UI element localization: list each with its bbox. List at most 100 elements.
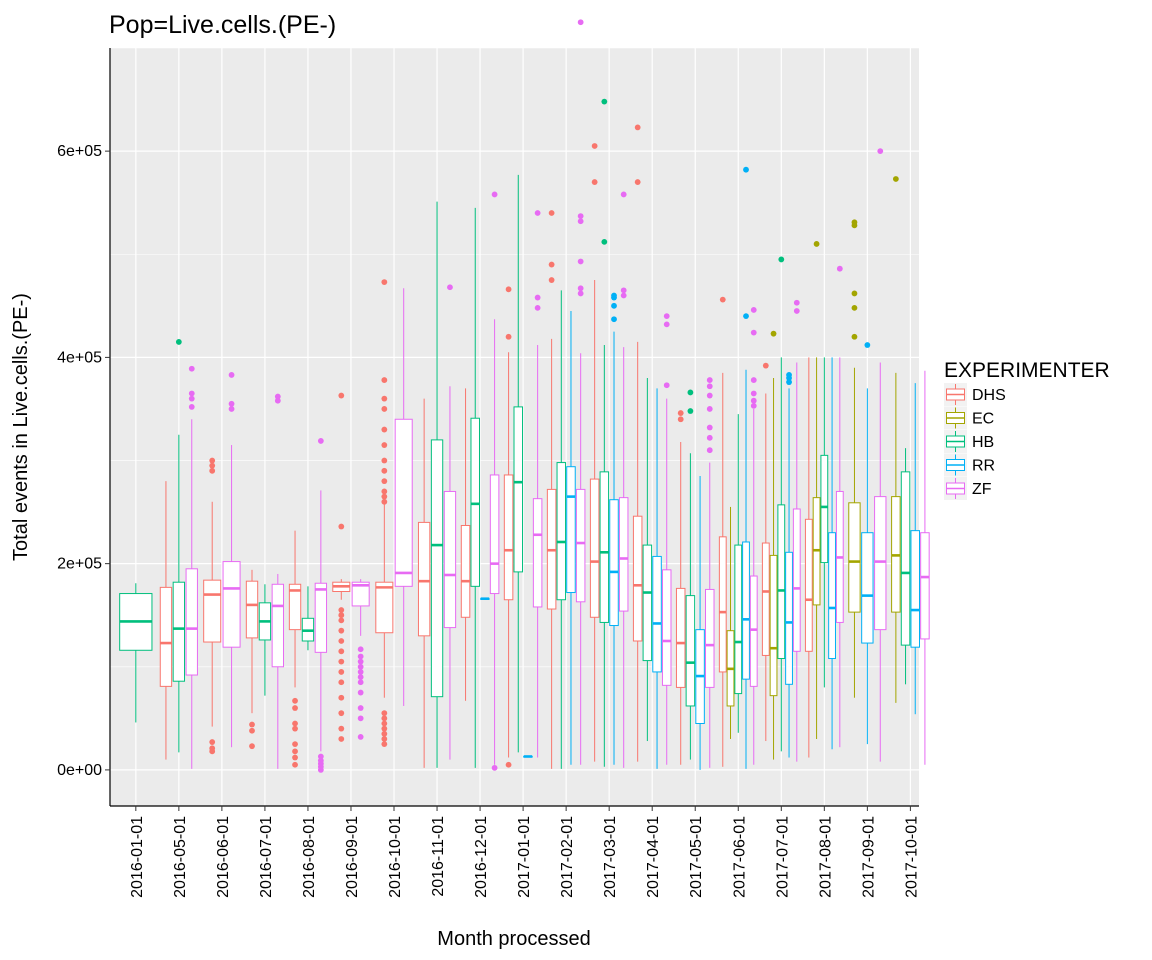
x-tick-label: 2017-07-01 — [774, 816, 791, 898]
box-body — [661, 569, 672, 686]
outlier-point — [634, 124, 641, 131]
outlier-point — [338, 710, 345, 717]
outlier-point — [357, 679, 364, 686]
outlier-point — [534, 210, 541, 216]
outlier-point — [292, 725, 298, 732]
outlier-point — [338, 679, 345, 686]
box-body — [460, 524, 471, 618]
legend-item-rr: RR — [944, 453, 995, 477]
outlier-point — [381, 442, 388, 448]
box-2016-01-01-HB — [119, 583, 153, 723]
box-body — [575, 488, 586, 603]
box-body — [375, 581, 394, 634]
box-2016-10-01-DHS — [375, 279, 394, 748]
box-body — [704, 588, 715, 688]
outlier-point — [591, 179, 598, 185]
x-tick-label: 2016-12-01 — [473, 816, 490, 898]
box-2016-12-01-ZF — [489, 191, 500, 771]
box-body — [861, 532, 874, 644]
outlier-point — [601, 98, 608, 105]
outlier-point — [228, 406, 235, 412]
box-2016-11-01-ZF — [443, 284, 457, 760]
outlier-point — [357, 646, 364, 653]
outlier-point — [381, 457, 388, 464]
box-body — [513, 406, 524, 573]
legend: EXPERIMENTER DHS EC HB RR ZF — [944, 359, 1110, 500]
outlier-point — [548, 210, 555, 216]
box-2017-05-01-DHS — [675, 410, 686, 765]
outlier-point — [505, 333, 512, 340]
box-2017-08-01-ZF — [835, 265, 844, 748]
outlier-point — [706, 447, 713, 454]
outlier-point — [338, 392, 345, 399]
box-2017-08-01-EC — [812, 241, 821, 739]
legend-label: HB — [972, 434, 994, 451]
outlier-point — [548, 277, 555, 283]
box-2017-06-01-ZF — [749, 307, 758, 765]
outlier-point — [793, 308, 800, 314]
outlier-point — [851, 290, 858, 297]
box-body — [245, 580, 259, 639]
box-body — [288, 583, 302, 631]
outlier-point — [381, 478, 388, 485]
box-body — [443, 490, 457, 629]
box-body — [792, 508, 801, 652]
outlier-point — [338, 694, 345, 701]
box-body — [430, 439, 444, 698]
legend-label: DHS — [972, 387, 1006, 404]
outlier-point — [620, 191, 627, 198]
box-2017-04-01-DHS — [632, 124, 643, 762]
x-tick-label: 2016-06-01 — [215, 816, 232, 898]
outlier-point — [381, 279, 388, 286]
box-body — [618, 497, 629, 612]
box-body — [566, 466, 576, 594]
outlier-point — [188, 403, 195, 410]
outlier-point — [687, 408, 694, 414]
outlier-point — [611, 302, 617, 309]
box-2017-07-01-ZF — [792, 299, 801, 762]
x-tick-label: 2017-05-01 — [688, 816, 705, 898]
outlier-point — [188, 365, 195, 372]
box-body — [394, 418, 413, 587]
outlier-point — [770, 330, 777, 337]
outlier-point — [786, 372, 792, 378]
outlier-point — [292, 761, 298, 768]
legend-label: EC — [972, 411, 994, 428]
box-2017-03-01-HB — [599, 98, 610, 767]
box-2017-01-01-ZF — [532, 210, 543, 758]
box-2016-09-01-DHS — [332, 392, 351, 742]
legend-item-zf: ZF — [944, 477, 992, 500]
box-2017-09-01-RR — [861, 342, 874, 745]
outlier-point — [750, 390, 757, 397]
legend-label: RR — [972, 458, 995, 475]
outlier-point — [577, 218, 584, 225]
x-tick-label: 2017-08-01 — [817, 816, 834, 898]
outlier-point — [591, 143, 598, 149]
outlier-point — [338, 617, 345, 624]
outlier-point — [577, 19, 584, 26]
outlier-point — [357, 734, 364, 740]
x-tick-label: 2017-09-01 — [860, 816, 877, 898]
box-body — [761, 542, 770, 656]
box-2016-07-01-HB — [258, 584, 272, 696]
box-2016-06-01-DHS — [203, 457, 222, 755]
outlier-point — [209, 739, 216, 745]
box-body — [718, 536, 727, 673]
outlier-point — [620, 287, 627, 294]
y-tick-label: 0e+00 — [57, 762, 102, 779]
box-body — [314, 582, 328, 653]
box-2017-07-01-RR — [785, 372, 793, 758]
boxes-layer — [119, 19, 930, 773]
box-2016-05-01-DHS — [159, 481, 173, 760]
box-2016-06-01-ZF — [222, 372, 241, 748]
outlier-point — [357, 715, 364, 722]
outlier-point — [381, 730, 388, 737]
box-2017-09-01-ZF — [874, 148, 887, 762]
box-body — [470, 417, 480, 587]
outlier-point — [706, 406, 713, 412]
outlier-point — [338, 612, 345, 619]
x-tick-label: 2017-01-01 — [516, 816, 533, 898]
outlier-point — [706, 383, 713, 390]
outlier-point — [836, 265, 843, 272]
